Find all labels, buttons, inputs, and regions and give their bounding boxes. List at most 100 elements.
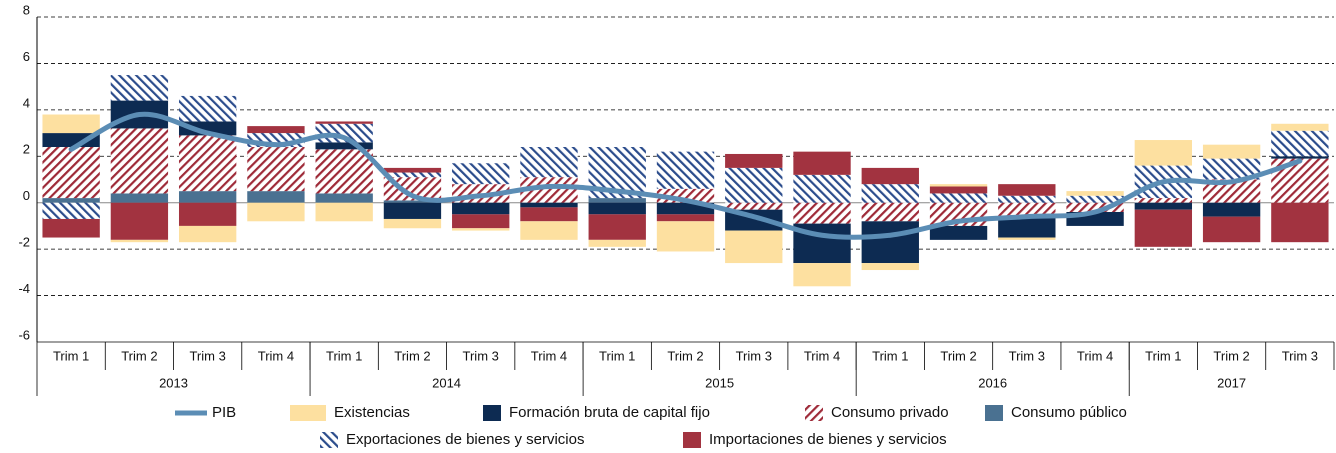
legend-swatch — [805, 405, 823, 421]
bar-segment — [178, 121, 237, 136]
bar-segment — [110, 128, 169, 194]
bar-segment — [656, 151, 715, 189]
legend-swatch — [290, 405, 326, 421]
bar-segment — [656, 221, 715, 252]
bar-segment — [861, 202, 919, 222]
bar-segment — [247, 191, 305, 203]
bar-segment — [178, 202, 237, 226]
bar-segment — [1134, 140, 1193, 166]
bar-segment — [178, 135, 237, 192]
bar-segment — [110, 193, 169, 203]
bar-segment — [588, 198, 646, 203]
bar-segment — [929, 225, 988, 240]
x-tick-label: Trim 4 — [1077, 348, 1113, 363]
bar-segment — [383, 200, 442, 203]
x-tick-label: Trim 4 — [804, 348, 840, 363]
x-tick-label: Trim 3 — [1282, 348, 1318, 363]
bar-segment — [1134, 209, 1193, 247]
bar-segment — [588, 214, 646, 240]
bar-segment — [1066, 195, 1124, 203]
bar-segment — [861, 167, 919, 185]
bar-segment — [929, 193, 988, 203]
bar-segment — [725, 202, 783, 210]
bar-segment — [725, 153, 783, 168]
y-tick-label: -2 — [18, 235, 30, 250]
bar-segment — [929, 186, 988, 194]
bar-segment — [247, 126, 305, 134]
bar-segment — [520, 221, 578, 240]
year-label: 2014 — [432, 375, 461, 390]
x-tick-label: Trim 1 — [53, 348, 89, 363]
bar-segment — [42, 198, 100, 203]
bar-segment — [178, 95, 237, 122]
legend-label: Existencias — [334, 404, 410, 421]
y-tick-label: 4 — [23, 95, 30, 110]
x-tick-label: Trim 1 — [872, 348, 908, 363]
bar-segment — [42, 202, 100, 219]
bar-segment — [1202, 144, 1261, 159]
x-tick-label: Trim 1 — [326, 348, 362, 363]
bar-segment — [998, 195, 1056, 203]
bar-segment — [656, 202, 715, 215]
year-label: 2015 — [705, 375, 734, 390]
y-tick-label: 0 — [23, 188, 30, 203]
bar-segment — [315, 193, 373, 203]
bar-segment — [42, 114, 100, 134]
bar-segment — [247, 147, 305, 192]
bar-segment — [452, 163, 510, 185]
bar-segment — [1271, 202, 1329, 243]
bar-segment — [383, 172, 442, 178]
bar-segment — [861, 263, 919, 271]
bar-segment — [861, 221, 919, 264]
year-label: 2016 — [978, 375, 1007, 390]
bar-segment — [315, 202, 373, 222]
legend-swatch — [683, 432, 701, 448]
bar-segment — [110, 75, 169, 101]
year-label: 2013 — [159, 375, 188, 390]
bar-segment — [1202, 179, 1261, 203]
bar-segment — [1066, 191, 1124, 196]
bar-segment — [383, 167, 442, 173]
x-tick-label: Trim 3 — [189, 348, 225, 363]
y-tick-label: 8 — [23, 2, 30, 17]
y-tick-label: 6 — [23, 49, 30, 64]
bar-segment — [1134, 198, 1193, 203]
x-tick-label: Trim 1 — [1145, 348, 1181, 363]
x-tick-label: Trim 2 — [1213, 348, 1249, 363]
x-tick-label: Trim 4 — [531, 348, 567, 363]
bar-segment — [520, 147, 578, 178]
bar-segment — [1271, 123, 1329, 131]
bar-segment — [452, 228, 510, 231]
bar-segment — [929, 184, 988, 187]
bar-segment — [1202, 216, 1261, 243]
bar-segment — [725, 230, 783, 264]
bar-segment — [793, 174, 851, 203]
legend-swatch — [985, 405, 1003, 421]
bar-segment — [656, 214, 715, 222]
x-tick-label: Trim 2 — [667, 348, 703, 363]
bar-segment — [178, 191, 237, 203]
x-tick-label: Trim 1 — [599, 348, 635, 363]
x-tick-label: Trim 2 — [940, 348, 976, 363]
bar-segment — [725, 167, 783, 203]
bar-segment — [520, 207, 578, 222]
bar-segment — [1134, 202, 1193, 210]
bar-segment — [452, 214, 510, 229]
bar-segment — [42, 218, 100, 238]
legend-label: Consumo privado — [831, 404, 949, 421]
bar-segment — [383, 218, 442, 229]
x-tick-label: Trim 4 — [258, 348, 294, 363]
bar-segment — [998, 237, 1056, 240]
y-tick-label: 2 — [23, 142, 30, 157]
bar-segment — [793, 202, 851, 224]
bar-segment — [42, 133, 100, 147]
bar-segment — [861, 184, 919, 203]
bar-segment — [315, 149, 373, 194]
bar-segment — [1066, 202, 1124, 212]
legend-label: PIB — [212, 404, 236, 421]
x-tick-label: Trim 3 — [1009, 348, 1045, 363]
year-label: 2017 — [1217, 375, 1246, 390]
bar-segment — [588, 202, 646, 215]
legend-label: Formación bruta de capital fijo — [509, 404, 710, 421]
